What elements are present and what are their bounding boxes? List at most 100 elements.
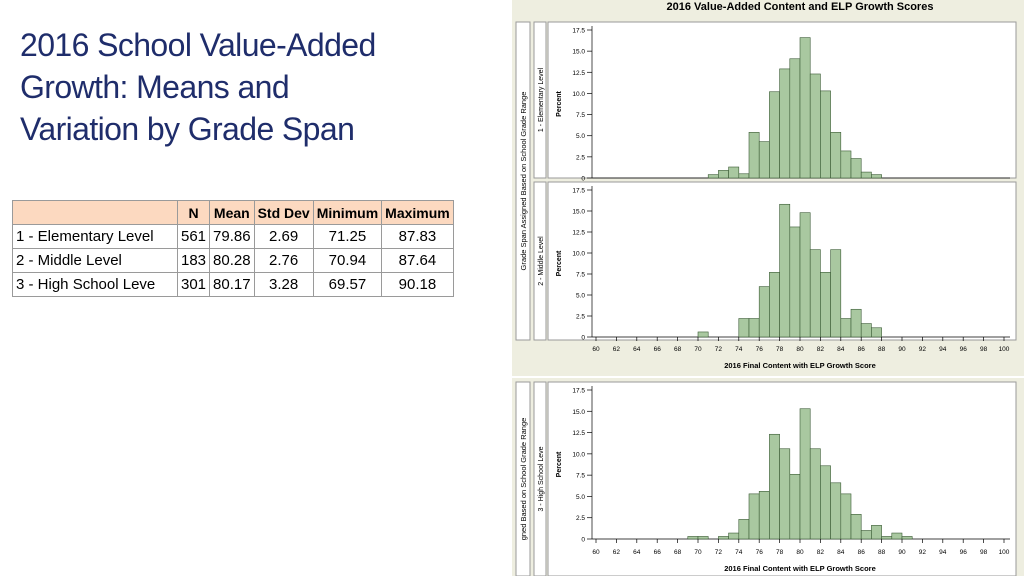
histogram-bar <box>718 536 729 540</box>
y-axis-label: Percent <box>556 250 563 276</box>
x-tick-label: 88 <box>878 549 886 556</box>
x-tick-label: 84 <box>837 549 845 556</box>
histogram-bar <box>697 536 709 540</box>
x-tick-label: 74 <box>735 346 743 353</box>
histogram-bar <box>850 158 862 179</box>
x-tick-label: 68 <box>674 346 682 353</box>
histogram-bar <box>758 491 770 540</box>
x-axis-label-bottom: 2016 Final Content with ELP Growth Score <box>724 564 876 573</box>
panel-label: 1 - Elementary Level <box>538 67 545 132</box>
histogram-bar <box>840 493 852 540</box>
x-tick-label: 88 <box>878 346 886 353</box>
histogram-bar <box>850 308 862 338</box>
y-tick-label: 15.0 <box>572 409 585 416</box>
y-tick-label: 5.0 <box>576 133 585 140</box>
histogram-bar <box>809 73 821 179</box>
panel-label-box <box>533 181 547 341</box>
histogram-bar <box>738 173 750 179</box>
outer-group-label-top: Grade Span Assigned Based on School Grad… <box>519 92 528 271</box>
cell-mean: 80.28 <box>209 248 255 273</box>
histogram-bar <box>748 493 760 540</box>
histogram-bar <box>799 212 811 338</box>
y-tick-label: 15.0 <box>572 49 585 56</box>
x-tick-label: 82 <box>817 346 825 353</box>
x-tick-label: 78 <box>776 346 784 353</box>
y-tick-label: 12.5 <box>572 230 585 237</box>
histogram-bar <box>779 68 791 179</box>
histogram-bar <box>748 132 760 179</box>
histogram-bar <box>748 318 760 338</box>
cell-maximum: 90.18 <box>381 272 454 297</box>
histogram-bar <box>850 514 862 540</box>
x-tick-label: 64 <box>633 549 641 556</box>
y-tick-label: 7.5 <box>576 112 585 119</box>
histogram-bar <box>779 448 791 540</box>
x-tick-label: 80 <box>796 346 804 353</box>
x-tick-label: 82 <box>817 549 825 556</box>
histogram-bar <box>871 327 882 338</box>
y-tick-label: 0 <box>581 537 585 544</box>
y-tick-label: 10.0 <box>572 451 585 458</box>
x-tick-label: 90 <box>898 549 906 556</box>
y-tick-label: 0 <box>581 335 585 342</box>
x-tick-label: 90 <box>898 346 906 353</box>
y-tick-label: 15.0 <box>572 209 585 216</box>
cell-minimum: 70.94 <box>312 248 383 273</box>
x-tick-label: 100 <box>999 549 1010 556</box>
histogram-bar <box>789 226 801 338</box>
row-label: 3 - High School Leve <box>12 272 178 297</box>
slide-title-line-2: Growth: Means and <box>20 69 290 105</box>
histogram-bar <box>718 170 729 179</box>
cell-std-dev: 2.76 <box>253 248 314 273</box>
table-header-blank <box>12 200 178 225</box>
histogram-bar <box>840 318 852 338</box>
summary-statistics-table: N Mean Std Dev Minimum Maximum 1 - Eleme… <box>12 200 454 297</box>
x-tick-label: 86 <box>858 549 866 556</box>
y-tick-label: 12.5 <box>572 70 585 77</box>
histogram-bar <box>860 530 872 540</box>
x-tick-label: 94 <box>939 549 947 556</box>
histogram-bar <box>820 90 831 179</box>
cell-maximum: 87.83 <box>381 224 454 249</box>
x-tick-label: 70 <box>694 549 702 556</box>
histogram-bar <box>789 473 801 540</box>
table-header-row: N Mean Std Dev Minimum Maximum <box>12 200 454 225</box>
table-header-n: N <box>176 200 211 225</box>
y-tick-label: 7.5 <box>576 272 585 279</box>
histogram-bar <box>860 323 872 338</box>
y-tick-label: 17.5 <box>572 28 585 35</box>
cell-minimum: 69.57 <box>312 272 383 297</box>
table-header-mean: Mean <box>209 200 255 225</box>
x-tick-label: 66 <box>654 346 662 353</box>
y-tick-label: 2.5 <box>576 515 585 522</box>
histogram-bar <box>830 249 842 338</box>
y-tick-label: 0 <box>581 176 585 183</box>
panel-label-box <box>533 381 547 576</box>
y-axis-label: Percent <box>556 90 563 116</box>
panel-label: 2 - Middle Level <box>538 236 545 286</box>
histogram-bar <box>901 536 913 540</box>
y-tick-label: 2.5 <box>576 314 585 321</box>
x-axis-label-top: 2016 Final Content with ELP Growth Score <box>724 361 876 370</box>
cell-mean: 80.17 <box>209 272 255 297</box>
x-tick-label: 76 <box>756 346 764 353</box>
histogram-bar <box>769 91 780 179</box>
histogram-bar <box>779 203 791 338</box>
outer-group-label-box-bottom <box>515 381 531 576</box>
x-tick-label: 98 <box>980 346 988 353</box>
histogram-figure: 2016 Value-Added Content and ELP Growth … <box>512 0 1024 576</box>
y-tick-label: 10.0 <box>572 91 585 98</box>
panel-label-box <box>533 21 547 179</box>
histogram-bar <box>820 272 831 338</box>
cell-std-dev: 2.69 <box>253 224 314 249</box>
histogram-bar <box>738 519 750 540</box>
table-row: 2 - Middle Level 183 80.28 2.76 70.94 87… <box>12 248 454 273</box>
x-tick-label: 98 <box>980 549 988 556</box>
panel-label: 3 - High School Leve <box>538 446 545 511</box>
table-header-minimum: Minimum <box>312 200 383 225</box>
cell-n: 561 <box>176 224 211 249</box>
cell-minimum: 71.25 <box>312 224 383 249</box>
histogram-bar <box>738 318 750 338</box>
histogram-bar <box>728 532 740 540</box>
row-label: 1 - Elementary Level <box>12 224 178 249</box>
